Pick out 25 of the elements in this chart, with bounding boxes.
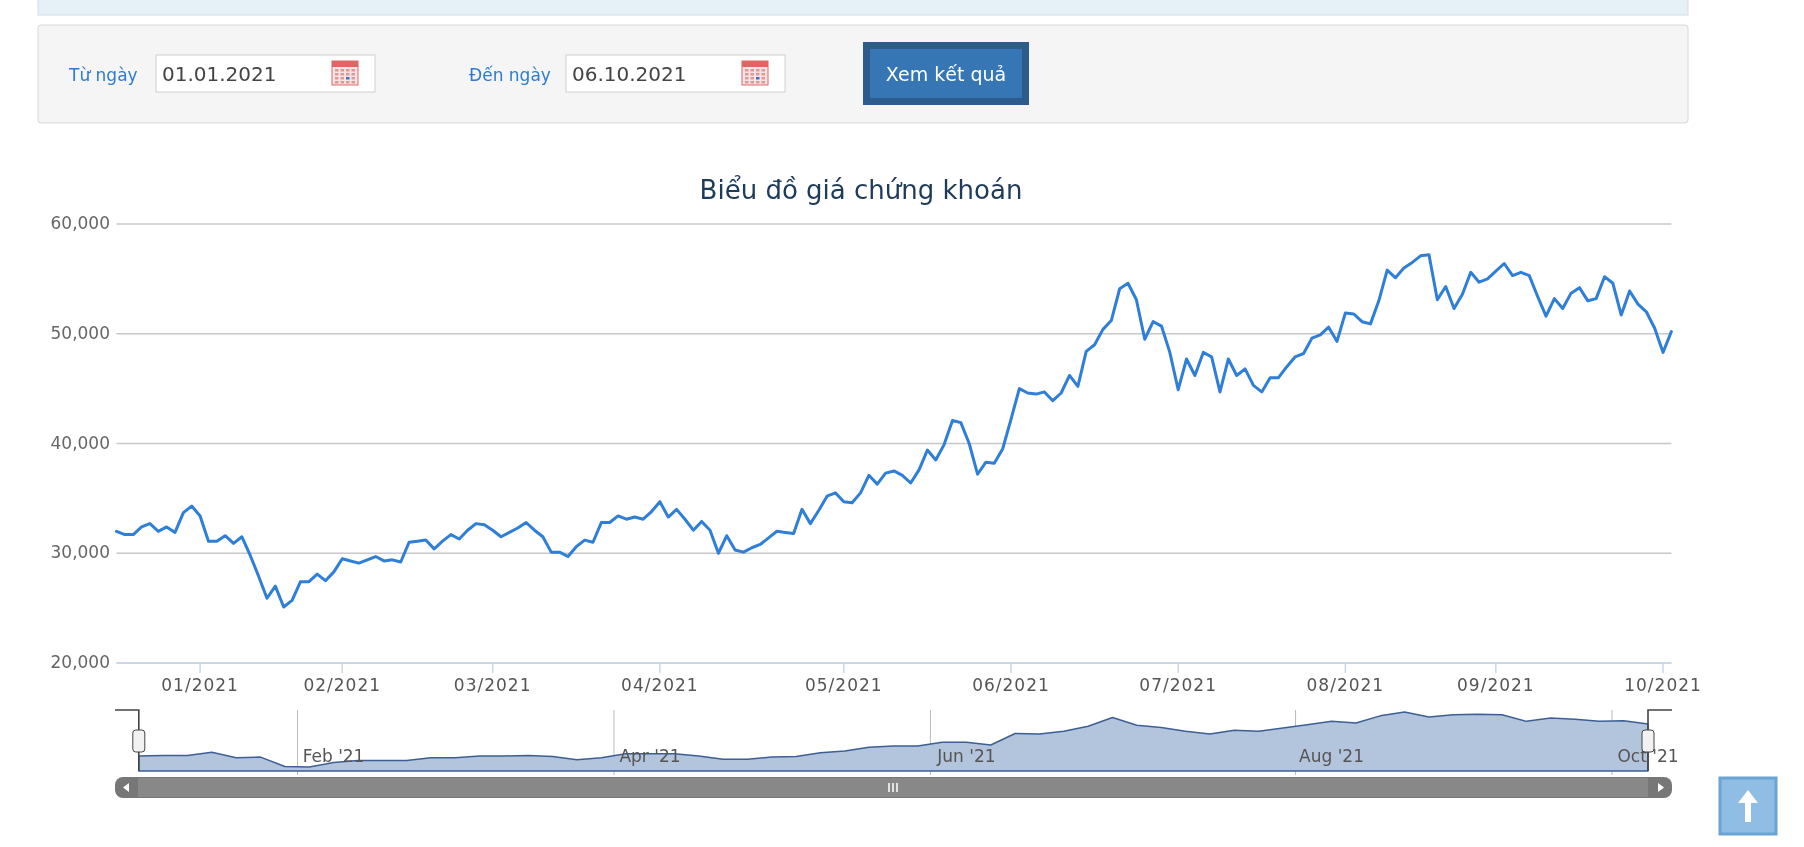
y-tick-label: 20,000 [50,652,110,672]
x-tick-label: 08/2021 [1306,675,1385,695]
x-tick-label: 05/2021 [804,675,883,695]
chart-title: Biểu đồ giá chứng khoán [699,175,1023,205]
text: 01.01.2021 [162,62,277,86]
x-tick-label: Oct '21 [1617,746,1679,766]
x-tick-label: 01/2021 [161,675,239,695]
x-tick-label: 04/2021 [621,675,699,695]
x-tick-label: 06/2021 [972,675,1050,695]
text: Xem kết quả [885,63,1007,85]
x-tick-label: Aug '21 [1299,746,1365,766]
text: Đến ngày [469,65,551,85]
y-tick-label: 50,000 [50,322,110,343]
line-series [115,253,1673,609]
x-tick-label: 07/2021 [1139,675,1217,695]
x-tick-label: Jun '21 [936,746,996,766]
y-tick-label: 40,000 [50,432,110,453]
x-tick-label: 09/2021 [1457,675,1535,695]
y-tick-label: 60,000 [50,213,110,233]
text: 06.10.2021 [572,62,687,86]
y-tick-label: 30,000 [50,542,110,563]
text: Từ ngày [68,65,138,85]
x-tick-label: 02/2021 [303,675,382,695]
x-tick-label: 03/2021 [453,675,532,695]
x-tick-label: 10/2021 [1624,675,1702,695]
